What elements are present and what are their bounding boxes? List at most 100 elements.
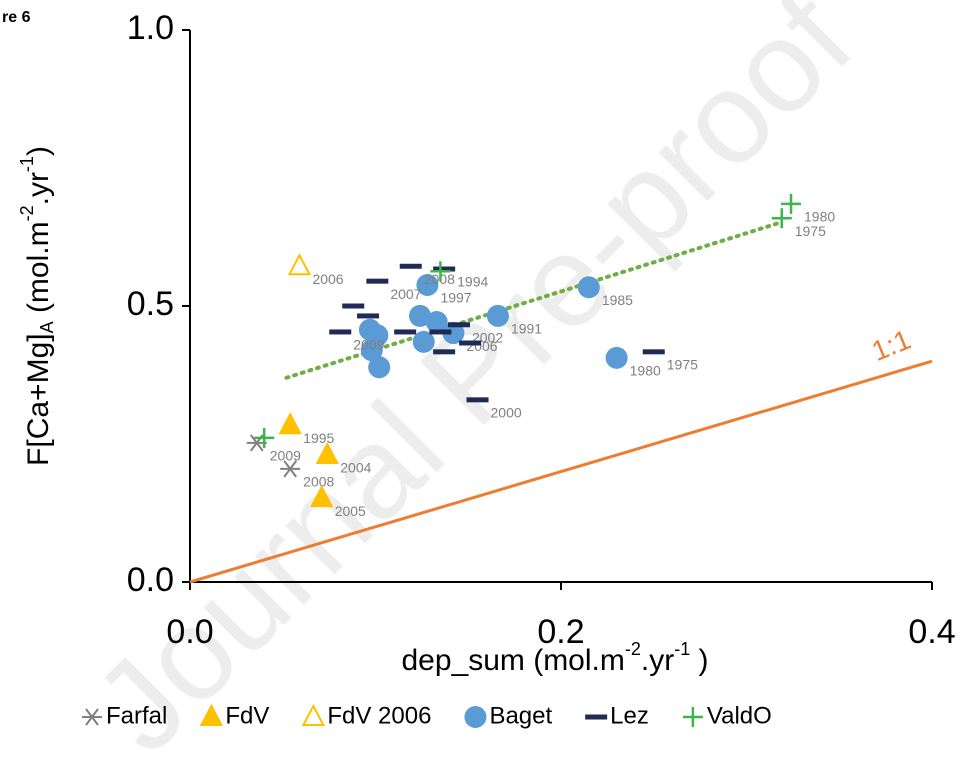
marker: [682, 707, 703, 727]
marker-shape: [416, 274, 439, 297]
marker: [360, 339, 383, 362]
marker-shape: [329, 329, 352, 335]
x-axis-label: dep_sum (mol.m-2.yr-1 ): [401, 639, 708, 677]
marker: [447, 322, 470, 328]
marker-shape: [412, 330, 435, 353]
point-label: 1980: [804, 209, 835, 225]
marker: [429, 329, 452, 335]
point-label: 1975: [795, 223, 826, 239]
y-label-sub: A: [37, 321, 57, 333]
point-label: 2005: [335, 503, 366, 519]
y-tick-label: 1.0: [127, 9, 174, 47]
marker-shape: [464, 706, 487, 728]
y-label-part: (mol.m: [22, 221, 55, 321]
x-label-part: .yr: [641, 644, 674, 677]
marker-shape: [301, 703, 326, 726]
marker: [409, 304, 432, 327]
marker: [394, 329, 417, 335]
marker-shape: [342, 303, 365, 309]
marker: [433, 349, 456, 355]
y-tick-label: 0.0: [127, 561, 174, 599]
marker: [433, 266, 456, 272]
marker-shape: [360, 339, 383, 362]
marker-shape: [199, 703, 224, 726]
marker-shape: [605, 346, 628, 369]
marker: [464, 706, 487, 728]
marker-shape: [399, 263, 422, 269]
point-label: 2009: [353, 337, 384, 353]
marker: [466, 397, 489, 403]
y-axis-label: F[Ca+Mg]A (mol.m-2.yr-1): [17, 146, 57, 466]
marker: [459, 340, 482, 346]
marker: [585, 714, 608, 720]
marker: [366, 278, 389, 284]
point-label: 1991: [511, 321, 542, 337]
legend-label: FdV 2006: [327, 702, 431, 729]
point-label: 1985: [602, 292, 633, 308]
marker-shape: [357, 313, 380, 319]
legend-label: Farfal: [106, 702, 167, 729]
marker: [329, 329, 352, 335]
marker-shape: [287, 253, 312, 276]
marker: [280, 460, 301, 478]
marker: [781, 193, 802, 214]
y-tick-label: 0.5: [127, 285, 174, 323]
marker-shape: [368, 356, 391, 379]
marker: [254, 427, 275, 448]
marker-shape: [585, 714, 608, 720]
marker: [430, 261, 451, 282]
point-label: 2008: [303, 474, 334, 490]
marker-shape: [459, 340, 482, 346]
y-label-part: ): [22, 146, 55, 156]
marker: [310, 484, 334, 508]
point-label: 2006: [312, 271, 343, 287]
marker-stroke: [85, 708, 99, 726]
point-label: 2007: [390, 286, 421, 302]
marker: [278, 412, 302, 435]
marker-shape: [429, 329, 452, 335]
marker-stroke: [283, 460, 297, 478]
marker-shape: [315, 441, 339, 465]
x-tick-label: 0.2: [537, 613, 584, 651]
x-tick-label: 0.0: [166, 613, 213, 651]
marker-shape: [442, 322, 465, 345]
legend-label: Lez: [610, 702, 649, 729]
x-label-sup: -1: [674, 639, 690, 659]
marker: [771, 208, 792, 229]
marker-shape: [577, 276, 600, 299]
marker-shape: [409, 304, 432, 327]
marker: [199, 703, 224, 726]
marker: [287, 253, 312, 276]
marker: [416, 274, 439, 297]
point-label: 1995: [303, 430, 334, 446]
point-label: 1980: [630, 363, 661, 379]
point-label: 2000: [491, 405, 522, 421]
x-label-sup: -2: [625, 639, 641, 659]
figure-label: re 6: [2, 9, 31, 26]
marker-shape: [447, 322, 470, 328]
marker: [357, 313, 380, 319]
marker: [605, 346, 628, 369]
marker-shape: [310, 484, 334, 508]
marker: [425, 311, 448, 334]
marker-shape: [425, 311, 448, 334]
y-label-part: F[Ca+Mg]: [22, 333, 55, 466]
x-label-part: dep_sum (mol.m: [401, 644, 624, 677]
legend-label: Baget: [489, 702, 552, 729]
marker: [412, 330, 435, 353]
point-label: 2009: [270, 448, 301, 464]
marker-shape: [486, 304, 509, 327]
point-label: 1975: [667, 357, 698, 373]
y-label-sup: -1: [17, 156, 37, 172]
marker-shape: [433, 349, 456, 355]
marker-shape: [394, 329, 417, 335]
point-label: 2004: [340, 460, 371, 476]
marker-shape: [466, 397, 489, 403]
marker-shape: [278, 412, 302, 435]
marker: [577, 276, 600, 299]
x-tick-label: 0.4: [908, 613, 955, 651]
marker: [301, 703, 326, 726]
marker: [342, 303, 365, 309]
reference-line-label: 1:1: [867, 324, 915, 367]
reference-line: [189, 359, 933, 584]
